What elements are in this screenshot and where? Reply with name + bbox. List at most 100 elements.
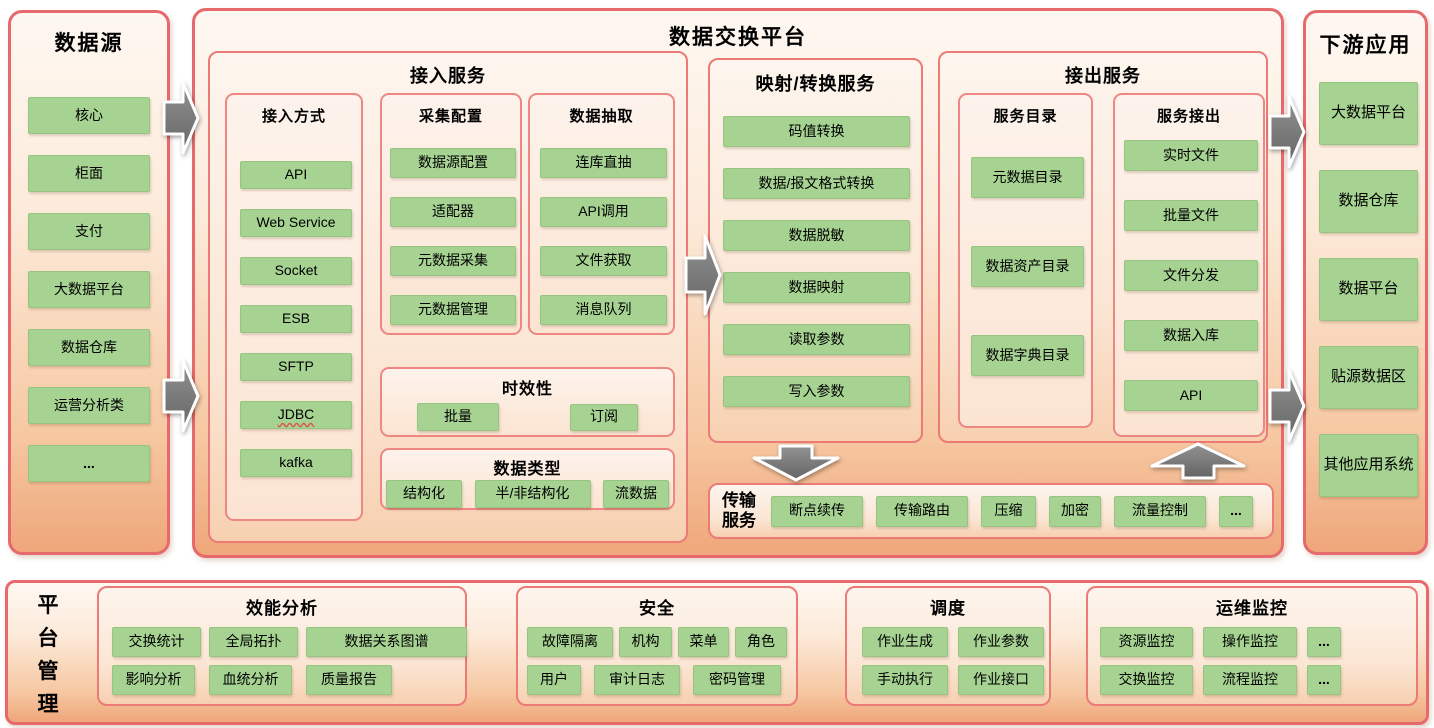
access-service-title: 接入服务 bbox=[410, 66, 486, 86]
security-box: 安全 故障隔离 机构 菜单 角色 用户 审计日志 密码管理 bbox=[516, 586, 798, 706]
management-panel: 平台管理 效能分析 交换统计 全局拓扑 数据关系图谱 影响分析 血统分析 质量报… bbox=[5, 580, 1429, 725]
security-item: 故障隔离 bbox=[527, 627, 613, 657]
service-out-item: 文件分发 bbox=[1124, 260, 1258, 291]
catalog-item: 数据资产目录 bbox=[971, 246, 1084, 287]
datasource-panel: 数据源 核心 柜面 支付 大数据平台 数据仓库 运营分析类 ... bbox=[8, 10, 170, 555]
datasource-title: 数据源 bbox=[54, 32, 124, 55]
mapping-item: 数据/报文格式转换 bbox=[723, 168, 910, 199]
service-out-title: 服务接出 bbox=[1156, 108, 1221, 125]
transport-item: 加密 bbox=[1049, 495, 1101, 527]
downstream-item: 数据平台 bbox=[1319, 258, 1418, 321]
extract-item: 文件获取 bbox=[540, 246, 667, 276]
datatype-title: 数据类型 bbox=[493, 461, 562, 478]
monitoring-item: 交换监控 bbox=[1100, 665, 1193, 695]
scheduling-title: 调度 bbox=[930, 599, 966, 618]
collect-item: 元数据管理 bbox=[390, 295, 516, 325]
timeliness-title: 时效性 bbox=[501, 381, 553, 398]
exchange-platform-title: 数据交换平台 bbox=[669, 26, 807, 49]
access-methods-box: 接入方式 API Web Service Socket ESB SFTP JDB… bbox=[225, 93, 363, 521]
monitoring-item: 资源监控 bbox=[1100, 627, 1193, 657]
mapping-service-title: 映射/转换服务 bbox=[755, 74, 876, 94]
transport-service-box: 传输服务 断点续传 传输路由 压缩 加密 流量控制 ... bbox=[708, 483, 1274, 539]
security-item: 用户 bbox=[527, 665, 581, 695]
access-method-item: ESB bbox=[240, 305, 352, 333]
scheduling-item: 作业生成 bbox=[862, 627, 948, 657]
downstream-title: 下游应用 bbox=[1319, 34, 1412, 57]
monitoring-item: ... bbox=[1307, 665, 1341, 695]
extract-item: 连库直抽 bbox=[540, 148, 667, 178]
datatype-item: 半/非结构化 bbox=[474, 480, 591, 508]
transport-service-title: 传输服务 bbox=[722, 490, 756, 530]
scheduling-box: 调度 作业生成 作业参数 手动执行 作业接口 bbox=[845, 586, 1051, 706]
service-out-item: 数据入库 bbox=[1124, 320, 1258, 351]
exchange-platform-panel: 数据交换平台 接入服务 接入方式 API Web Service Socket … bbox=[192, 8, 1284, 558]
security-item: 机构 bbox=[619, 627, 672, 657]
scheduling-item: 手动执行 bbox=[862, 665, 948, 695]
monitoring-box: 运维监控 资源监控 操作监控 ... 交换监控 流程监控 ... bbox=[1086, 586, 1418, 706]
datatype-item: 结构化 bbox=[386, 480, 462, 508]
service-catalog-box: 服务目录 元数据目录 数据资产目录 数据字典目录 bbox=[958, 93, 1093, 428]
flow-arrow-up-icon bbox=[1150, 442, 1246, 480]
transport-item: 断点续传 bbox=[771, 495, 863, 527]
downstream-panel: 下游应用 大数据平台 数据仓库 数据平台 贴源数据区 其他应用系统 bbox=[1303, 10, 1428, 555]
efficiency-item: 质量报告 bbox=[306, 665, 392, 695]
service-out-item: 实时文件 bbox=[1124, 140, 1258, 171]
access-method-item: Socket bbox=[240, 257, 352, 285]
monitoring-item: 操作监控 bbox=[1203, 627, 1297, 657]
downstream-item: 数据仓库 bbox=[1319, 170, 1418, 233]
datatype-item: 流数据 bbox=[603, 480, 669, 508]
downstream-item: 其他应用系统 bbox=[1319, 434, 1418, 497]
access-methods-title: 接入方式 bbox=[261, 108, 326, 125]
timeliness-item: 订阅 bbox=[570, 403, 638, 431]
access-method-item: Web Service bbox=[240, 209, 352, 237]
monitoring-title: 运维监控 bbox=[1216, 599, 1288, 618]
flow-arrow-right-icon bbox=[684, 234, 722, 316]
downstream-item: 贴源数据区 bbox=[1319, 346, 1418, 409]
flow-arrow-down-icon bbox=[752, 444, 840, 482]
collect-config-box: 采集配置 数据源配置 适配器 元数据采集 元数据管理 bbox=[380, 93, 522, 335]
datasource-item: 大数据平台 bbox=[28, 271, 150, 308]
transport-item: 传输路由 bbox=[876, 495, 968, 527]
datasource-item: 柜面 bbox=[28, 155, 150, 192]
access-method-item: kafka bbox=[240, 449, 352, 477]
datasource-item: ... bbox=[28, 445, 150, 482]
security-item: 密码管理 bbox=[693, 665, 781, 695]
datasource-item: 数据仓库 bbox=[28, 329, 150, 366]
service-out-item: API bbox=[1124, 380, 1258, 411]
mapping-service-box: 映射/转换服务 码值转换 数据/报文格式转换 数据脱敏 数据映射 读取参数 写入… bbox=[708, 58, 923, 443]
flow-arrow-right-icon bbox=[162, 81, 200, 155]
efficiency-item: 血统分析 bbox=[209, 665, 292, 695]
catalog-item: 元数据目录 bbox=[971, 157, 1084, 198]
data-extract-title: 数据抽取 bbox=[569, 108, 634, 125]
security-item: 角色 bbox=[735, 627, 787, 657]
access-method-item: JDBC bbox=[240, 401, 352, 429]
efficiency-box: 效能分析 交换统计 全局拓扑 数据关系图谱 影响分析 血统分析 质量报告 bbox=[97, 586, 467, 706]
collect-config-title: 采集配置 bbox=[418, 108, 483, 125]
datasource-item: 运营分析类 bbox=[28, 387, 150, 424]
efficiency-item: 交换统计 bbox=[112, 627, 201, 657]
timeliness-item: 批量 bbox=[417, 403, 499, 431]
service-out-item: 批量文件 bbox=[1124, 200, 1258, 231]
mapping-item: 数据脱敏 bbox=[723, 220, 910, 251]
collect-item: 适配器 bbox=[390, 197, 516, 227]
collect-item: 数据源配置 bbox=[390, 148, 516, 178]
mapping-item: 写入参数 bbox=[723, 376, 910, 407]
downstream-item: 大数据平台 bbox=[1319, 82, 1418, 145]
efficiency-title: 效能分析 bbox=[246, 599, 318, 618]
management-title: 平台管理 bbox=[37, 594, 61, 716]
monitoring-item: ... bbox=[1307, 627, 1341, 657]
access-service-box: 接入服务 接入方式 API Web Service Socket ESB SFT… bbox=[208, 51, 688, 543]
outbound-service-title: 接出服务 bbox=[1065, 66, 1141, 86]
efficiency-item: 全局拓扑 bbox=[209, 627, 298, 657]
security-item: 审计日志 bbox=[594, 665, 680, 695]
timeliness-box: 时效性 批量 订阅 bbox=[380, 367, 675, 437]
efficiency-item: 影响分析 bbox=[112, 665, 195, 695]
transport-item: ... bbox=[1219, 495, 1253, 527]
datasource-item: 支付 bbox=[28, 213, 150, 250]
mapping-item: 码值转换 bbox=[723, 116, 910, 147]
monitoring-item: 流程监控 bbox=[1203, 665, 1297, 695]
mapping-item: 读取参数 bbox=[723, 324, 910, 355]
scheduling-item: 作业接口 bbox=[958, 665, 1044, 695]
mapping-item: 数据映射 bbox=[723, 272, 910, 303]
